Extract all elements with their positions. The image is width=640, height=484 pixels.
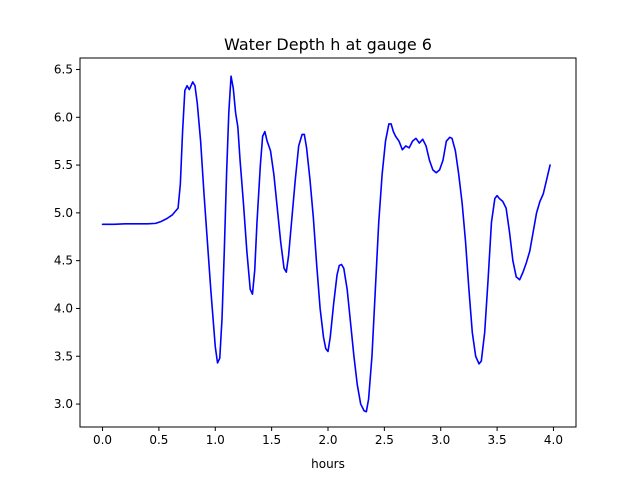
x-axis-label: hours [311, 457, 345, 471]
x-tick-label: 2.0 [318, 433, 337, 447]
x-tick-label: 1.5 [262, 433, 281, 447]
x-axis: 0.0 0.5 1.0 1.5 2.0 2.5 3.0 3.5 4.0 [93, 427, 563, 447]
x-tick-label: 1.0 [206, 433, 225, 447]
y-tick-label: 5.0 [54, 206, 73, 220]
y-tick-label: 3.5 [54, 349, 73, 363]
x-tick-label: 0.5 [149, 433, 168, 447]
chart-title: Water Depth h at gauge 6 [224, 35, 432, 54]
x-tick-label: 3.5 [488, 433, 507, 447]
x-tick-label: 3.0 [431, 433, 450, 447]
x-tick-label: 0.0 [93, 433, 112, 447]
y-tick-label: 4.5 [54, 254, 73, 268]
y-tick-label: 6.5 [54, 62, 73, 76]
y-axis: 3.0 3.5 4.0 4.5 5.0 5.5 6.0 6.5 [54, 62, 80, 411]
y-tick-label: 3.0 [54, 397, 73, 411]
x-tick-label: 2.5 [375, 433, 394, 447]
series-line-0 [101, 75, 551, 413]
x-tick-label: 4.0 [544, 433, 563, 447]
y-tick-label: 4.0 [54, 301, 73, 315]
y-tick-label: 6.0 [54, 110, 73, 124]
y-tick-label: 5.5 [54, 158, 73, 172]
